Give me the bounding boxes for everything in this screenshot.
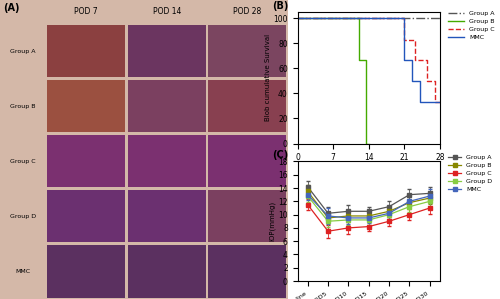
Text: MMC: MMC [16, 269, 30, 274]
Y-axis label: Blob cumulative Survival: Blob cumulative Survival [264, 34, 270, 121]
Bar [128, 245, 206, 298]
Bar [48, 245, 125, 298]
Text: (A): (A) [3, 3, 20, 13]
Text: Group C: Group C [10, 159, 36, 164]
Text: Group D: Group D [10, 214, 36, 219]
Text: Group B: Group B [10, 104, 36, 109]
Text: (B): (B) [272, 1, 288, 11]
Legend: Group A, Group B, Group C, Group D, MMC: Group A, Group B, Group C, Group D, MMC [446, 152, 494, 195]
Text: (C): (C) [272, 150, 288, 159]
Bar [128, 80, 206, 132]
Bar [208, 25, 286, 77]
Bar [48, 135, 125, 187]
Bar [208, 135, 286, 187]
Bar [128, 135, 206, 187]
Text: Group A: Group A [10, 49, 36, 54]
Bar [208, 245, 286, 298]
Bar [48, 80, 125, 132]
Bar [128, 25, 206, 77]
Y-axis label: IOP(mmHg): IOP(mmHg) [269, 201, 276, 241]
Legend: Group A, Group B, Group C, MMC: Group A, Group B, Group C, MMC [446, 8, 497, 42]
Text: POD 28: POD 28 [233, 7, 262, 16]
Bar [128, 190, 206, 242]
Bar [48, 25, 125, 77]
X-axis label: Days after surgery: Days after surgery [324, 168, 413, 177]
Bar [208, 190, 286, 242]
Bar [208, 80, 286, 132]
Text: POD 14: POD 14 [152, 7, 181, 16]
Text: POD 7: POD 7 [74, 7, 98, 16]
Bar [48, 190, 125, 242]
